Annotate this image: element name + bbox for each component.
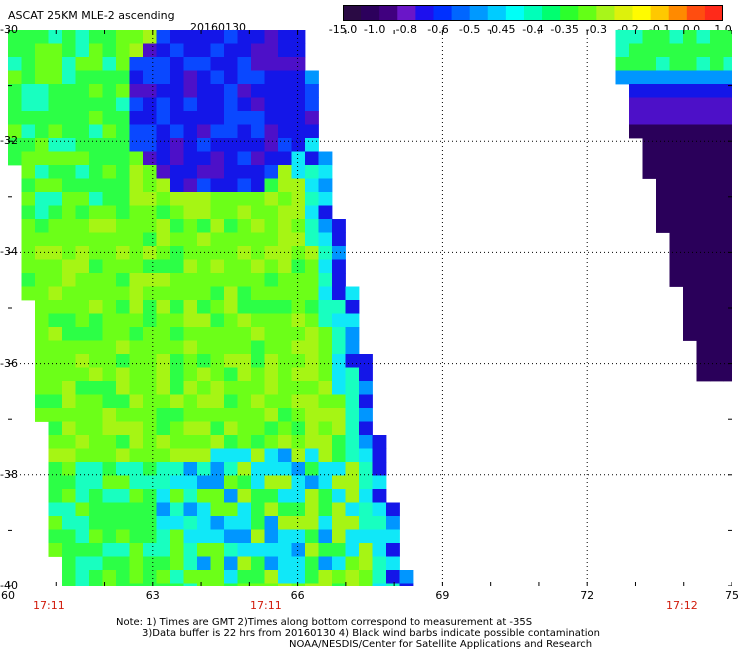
colorbar-swatch (632, 5, 652, 21)
colorbar-swatch (650, 5, 670, 21)
colorbar-swatch (487, 5, 507, 21)
colorbar-tick-label: -1.0 (363, 23, 386, 36)
colorbar-swatch (578, 5, 597, 21)
colorbar-swatch (397, 5, 416, 21)
longitude-label: 63 (145, 589, 160, 602)
longitude-label: 66 (290, 589, 305, 602)
time-label-3: 17:12 (666, 599, 698, 612)
colorbar-swatch (704, 5, 723, 21)
colorbar (343, 5, 723, 21)
colorbar-tick-label: -0.3 (585, 23, 608, 36)
latitude-label: -36 (0, 356, 18, 370)
colorbar-swatch (560, 5, 579, 21)
colorbar-swatch (415, 5, 435, 21)
note-line-3: NOAA/NESDIS/Center for Satellite Applica… (289, 639, 593, 650)
map-plot (8, 30, 732, 586)
note-line-1: Note: 1) Times are GMT 2)Times along bot… (116, 617, 533, 628)
axis-ticks (8, 30, 732, 586)
colorbar-tick-label: -0.45 (487, 23, 516, 36)
colorbar-swatch (542, 5, 561, 21)
colorbar-swatch (433, 5, 453, 21)
colorbar-tick-label: -15.0 (328, 23, 358, 36)
time-label-1: 17:11 (33, 599, 65, 612)
wind-cells (8, 30, 732, 586)
colorbar-swatch (596, 5, 616, 21)
latitude-label: -40 (0, 579, 18, 592)
colorbar-swatch (451, 5, 471, 21)
longitude-label: 75 (725, 589, 739, 602)
graticule (8, 30, 732, 586)
colorbar-tick-label: -0.6 (427, 23, 449, 36)
colorbar-swatch (614, 5, 634, 21)
longitude-label: 72 (580, 589, 595, 602)
colorbar-swatch (379, 5, 398, 21)
longitude-label: 60 (1, 589, 15, 602)
colorbar-swatch (469, 5, 489, 21)
longitude-label: 69 (435, 589, 450, 602)
latitude-label: -38 (0, 467, 18, 481)
latitude-label: -32 (0, 134, 18, 148)
colorbar-tick-label: -0.4 (522, 23, 544, 36)
chart-title: ASCAT 25KM MLE-2 ascending (8, 9, 175, 22)
colorbar-tick-label: -0.35 (550, 23, 579, 36)
colorbar-swatch (361, 5, 380, 21)
time-label-2: 17:11 (250, 599, 282, 612)
latitude-label: -30 (0, 23, 18, 36)
colorbar-swatch (505, 5, 525, 21)
colorbar-swatch (523, 5, 543, 21)
colorbar-tick-label: -0.5 (458, 23, 481, 36)
colorbar-swatch (686, 5, 706, 21)
note-line-2: 3)Data buffer is 22 hrs from 20160130 4)… (142, 628, 600, 639)
colorbar-swatch (343, 5, 362, 21)
colorbar-swatch (668, 5, 688, 21)
colorbar-tick-label: -0.8 (395, 23, 418, 36)
latitude-label: -34 (0, 245, 18, 259)
